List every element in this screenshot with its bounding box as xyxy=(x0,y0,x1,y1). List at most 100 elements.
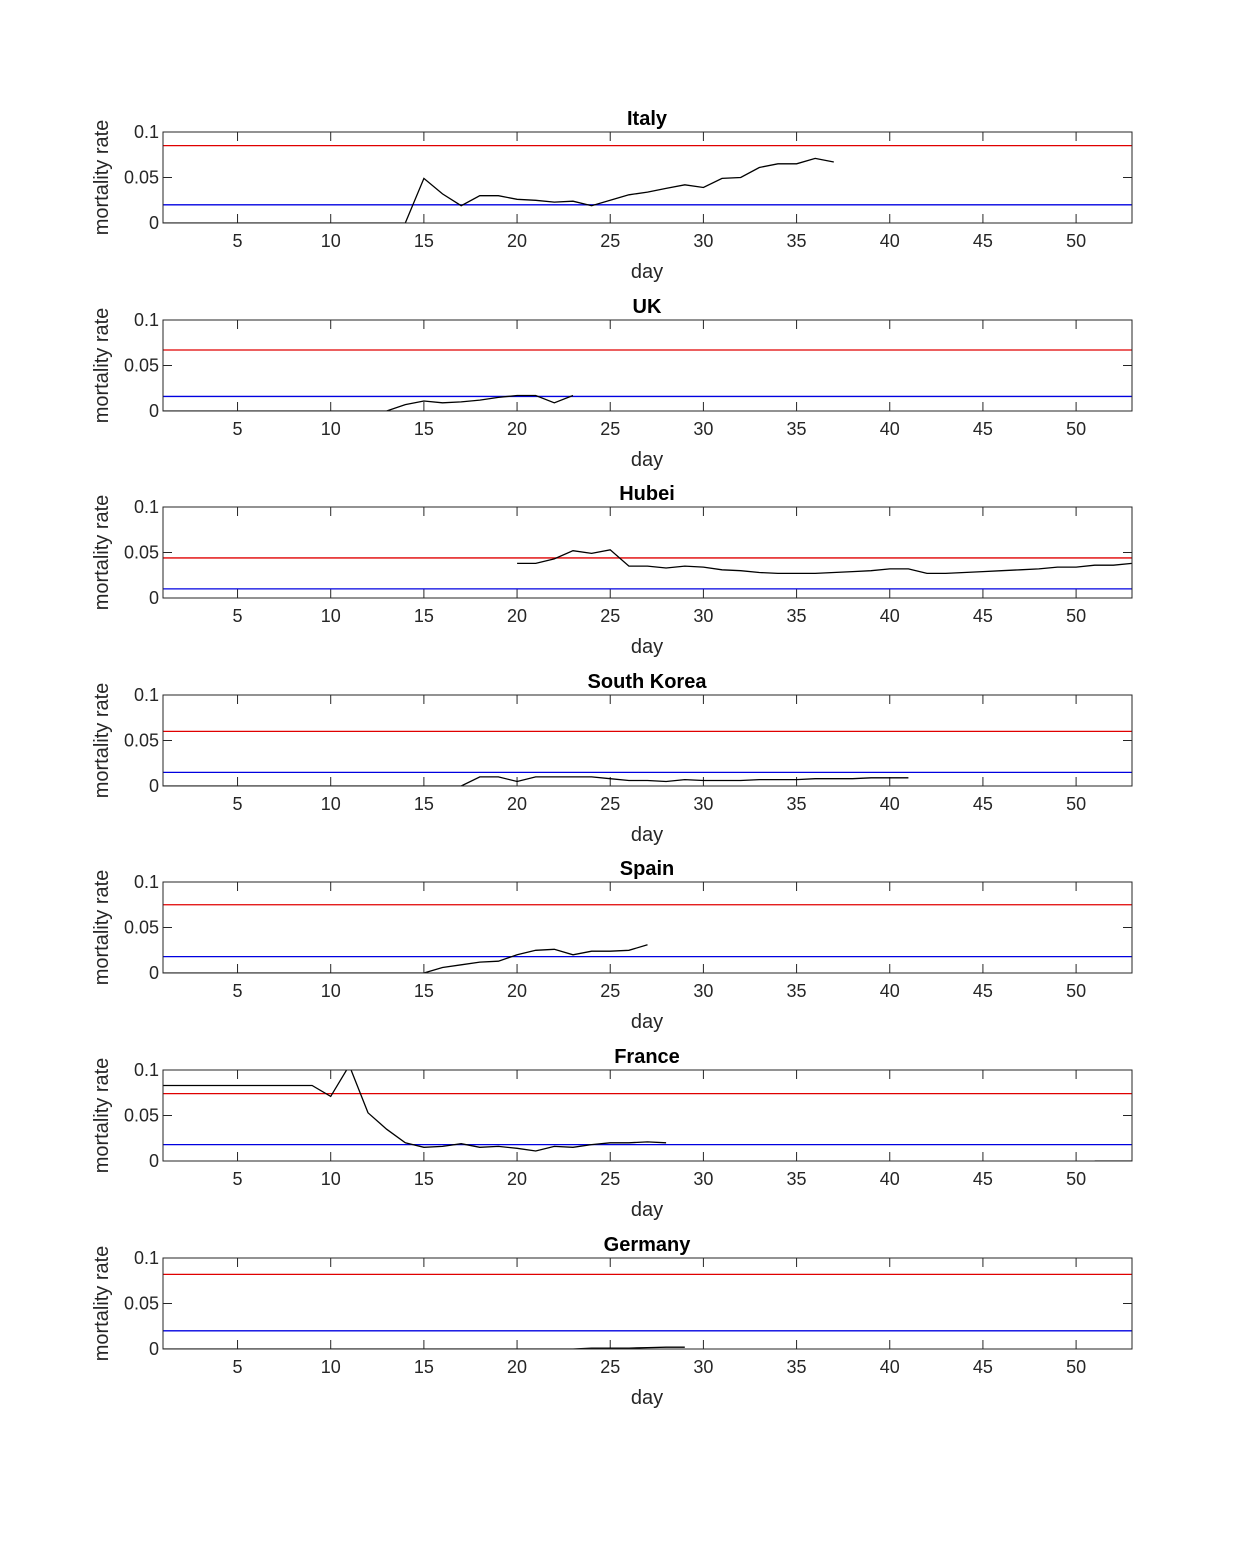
panel-title: France xyxy=(614,1046,680,1068)
x-tick-label: 20 xyxy=(507,794,527,814)
x-tick-label: 40 xyxy=(880,419,900,439)
x-tick-label: 25 xyxy=(600,606,620,626)
y-tick-label: 0 xyxy=(149,776,159,796)
axes-box xyxy=(162,881,1133,974)
plot-area xyxy=(163,320,1132,411)
x-tick-label: 25 xyxy=(600,794,620,814)
plot-area xyxy=(163,132,1132,223)
data-line xyxy=(163,1070,667,1152)
x-tick-label: 5 xyxy=(233,606,243,626)
x-tick-label: 40 xyxy=(880,606,900,626)
x-tick-label: 20 xyxy=(507,606,527,626)
x-tick-label: 30 xyxy=(693,606,713,626)
x-tick-label: 20 xyxy=(507,419,527,439)
panel-hubei: 5 10 15 20 25 30 35 40 45 50 0 0.05 0.1 Hubei day morta… xyxy=(91,483,1133,658)
x-tick-label: 40 xyxy=(880,1169,900,1189)
x-tick-label: 10 xyxy=(321,606,341,626)
x-tick-label: 50 xyxy=(1066,794,1086,814)
panel-title: South Korea xyxy=(588,671,708,693)
x-tick-label: 35 xyxy=(787,794,807,814)
x-tick-label: 50 xyxy=(1066,1169,1086,1189)
y-axis-label: mortality rate xyxy=(91,1058,113,1174)
x-tick-label: 5 xyxy=(233,794,243,814)
x-tick-label: 40 xyxy=(880,981,900,1001)
plot-area xyxy=(163,695,1132,786)
x-tick-label: 10 xyxy=(321,1169,341,1189)
data-line xyxy=(163,157,834,223)
x-tick-label: 10 xyxy=(321,794,341,814)
plot-area xyxy=(163,1070,1132,1161)
data-line xyxy=(163,776,909,786)
axes-box xyxy=(162,1069,1133,1162)
x-tick-label: 45 xyxy=(973,1169,993,1189)
y-axis-label: mortality rate xyxy=(91,308,113,424)
y-tick-label: 0.1 xyxy=(134,1248,159,1268)
y-tick-label: 0.1 xyxy=(134,872,159,892)
x-tick-label: 15 xyxy=(414,606,434,626)
x-tick-label: 10 xyxy=(321,231,341,251)
data-line xyxy=(163,394,574,411)
x-tick-label: 35 xyxy=(787,981,807,1001)
x-tick-label: 20 xyxy=(507,1357,527,1377)
data-line xyxy=(517,549,1132,575)
y-tick-label: 0.1 xyxy=(134,122,159,142)
y-tick-label: 0 xyxy=(149,1151,159,1171)
x-tick-label: 50 xyxy=(1066,981,1086,1001)
plot-area xyxy=(163,882,1132,973)
x-tick-label: 35 xyxy=(787,231,807,251)
y-tick-label: 0.05 xyxy=(124,918,159,938)
x-tick-label: 50 xyxy=(1066,419,1086,439)
axes-box xyxy=(162,319,1133,412)
x-tick-label: 20 xyxy=(507,1169,527,1189)
panel-title: Italy xyxy=(627,108,668,130)
x-tick-label: 50 xyxy=(1066,1357,1086,1377)
x-tick-label: 45 xyxy=(973,981,993,1001)
y-axis-label: mortality rate xyxy=(91,1246,113,1362)
x-tick-label: 15 xyxy=(414,231,434,251)
x-tick-label: 30 xyxy=(693,419,713,439)
panel-germany: 5 10 15 20 25 30 35 40 45 50 0 0.05 0.1 Germany day mor… xyxy=(91,1234,1133,1409)
x-axis-label: day xyxy=(631,449,663,471)
axes-box xyxy=(162,1257,1133,1350)
x-tick-label: 50 xyxy=(1066,606,1086,626)
y-tick-label: 0.05 xyxy=(124,168,159,188)
y-tick-label: 0.05 xyxy=(124,1106,159,1126)
x-tick-label: 15 xyxy=(414,981,434,1001)
x-tick-label: 20 xyxy=(507,231,527,251)
x-tick-label: 25 xyxy=(600,1169,620,1189)
x-tick-label: 25 xyxy=(600,981,620,1001)
panel-title: Germany xyxy=(604,1234,692,1256)
y-axis-label: mortality rate xyxy=(91,683,113,799)
panel-south-korea: 5 10 15 20 25 30 35 40 45 50 0 0.05 0.1 South Korea da… xyxy=(91,671,1133,846)
x-tick-label: 40 xyxy=(880,231,900,251)
x-tick-label: 35 xyxy=(787,1357,807,1377)
y-axis-label: mortality rate xyxy=(91,120,113,236)
x-tick-label: 15 xyxy=(414,1169,434,1189)
x-tick-label: 5 xyxy=(233,231,243,251)
axes-box xyxy=(162,131,1133,224)
y-tick-label: 0 xyxy=(149,213,159,233)
x-tick-label: 30 xyxy=(693,1169,713,1189)
y-axis-label: mortality rate xyxy=(91,870,113,986)
x-tick-label: 25 xyxy=(600,1357,620,1377)
x-tick-label: 30 xyxy=(693,794,713,814)
x-axis-label: day xyxy=(631,1199,663,1221)
x-axis-label: day xyxy=(631,636,663,658)
x-tick-label: 35 xyxy=(787,419,807,439)
y-tick-label: 0 xyxy=(149,588,159,608)
x-tick-label: 10 xyxy=(321,419,341,439)
x-tick-label: 35 xyxy=(787,1169,807,1189)
x-tick-label: 25 xyxy=(600,419,620,439)
panel-title: Hubei xyxy=(619,483,675,505)
x-axis-label: day xyxy=(631,1011,663,1033)
panel-spain: 5 10 15 20 25 30 35 40 45 50 0 0.05 0.1 Spain day morta… xyxy=(91,858,1133,1033)
y-tick-label: 0.1 xyxy=(134,497,159,517)
y-tick-label: 0 xyxy=(149,1339,159,1359)
axes-box xyxy=(162,694,1133,787)
data-line xyxy=(163,944,648,973)
x-tick-label: 30 xyxy=(693,231,713,251)
x-tick-label: 40 xyxy=(880,794,900,814)
x-axis-label: day xyxy=(631,824,663,846)
y-tick-label: 0.1 xyxy=(134,1060,159,1080)
